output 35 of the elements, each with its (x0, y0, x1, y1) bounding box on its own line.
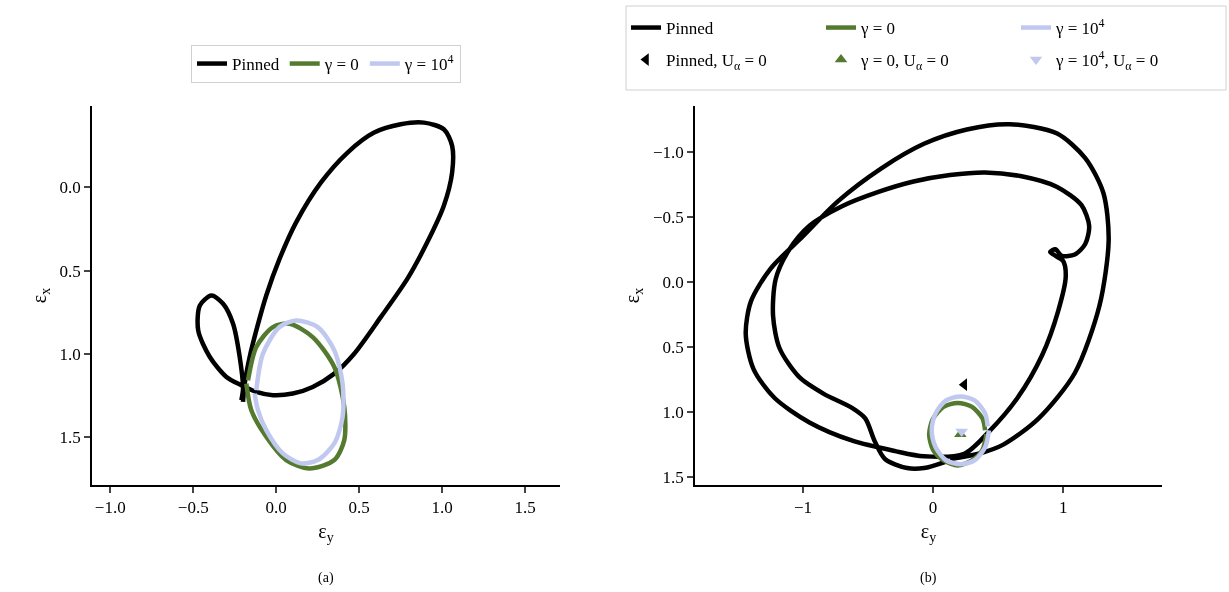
x-tick-label: −1 (793, 498, 813, 518)
legend-label: γ = 10$^{4}$ (403, 52, 454, 75)
y-tick-label: 1.0 (662, 403, 684, 423)
x-tick-label: 1.5 (514, 498, 536, 518)
legend-label: γ = 0 (323, 55, 359, 75)
x-tick-label: 0.0 (265, 498, 287, 518)
x-tick-label: 0 (928, 498, 938, 518)
y-tick-label: −0.5 (653, 207, 684, 227)
y-tick-label: 1.5 (662, 468, 684, 488)
y-tick-label: 0.0 (59, 178, 81, 198)
text: (b) (920, 570, 937, 586)
legend-label: Pinned (666, 19, 714, 39)
y-tick-label: 0.0 (662, 272, 684, 292)
y-tick-label: −1.0 (653, 142, 684, 162)
legend-label: γ = 10$^{4}$, U$_{α}$ = 0 (1055, 48, 1159, 73)
x-axis-title: ε$_{y}$ (318, 520, 334, 546)
legend-label: Pinned (232, 55, 280, 75)
legend-label: Pinned, U$_{α}$ = 0 (666, 51, 767, 73)
line-series (743, 121, 1111, 471)
y-tick-label: 0.5 (59, 261, 81, 281)
x-tick-label: 1.0 (431, 498, 453, 518)
line-series (929, 394, 992, 467)
line-series (195, 120, 456, 405)
y-tick-label: 1.5 (59, 427, 81, 447)
x-tick-label: −1.0 (94, 498, 126, 518)
y-tick-label: 1.0 (59, 344, 81, 364)
legend-label: γ = 10$^{4}$ (1055, 16, 1105, 39)
x-tick-label: 1 (1058, 498, 1068, 518)
text: (a) (318, 570, 334, 586)
x-tick-label: 0.5 (348, 498, 370, 518)
x-axis-title: ε$_{y}$ (920, 520, 937, 546)
y-tick-label: 0.5 (662, 337, 684, 357)
x-tick-label: −0.5 (177, 498, 209, 518)
legend-label: γ = 0 (860, 19, 896, 39)
legend-label: γ = 0, U$_{α}$ = 0 (860, 51, 949, 73)
